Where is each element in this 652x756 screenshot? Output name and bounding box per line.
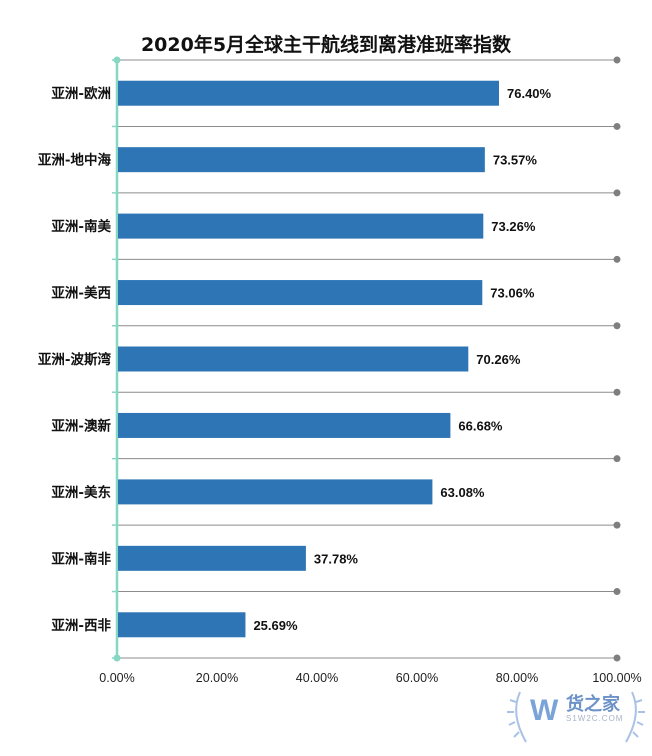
gridline-end-marker — [613, 255, 621, 263]
watermark-w-icon: W — [530, 694, 559, 727]
bar — [118, 412, 451, 438]
gridline-end-marker — [613, 654, 621, 662]
value-label: 37.78% — [314, 551, 359, 566]
gridline-end-marker — [613, 521, 621, 529]
bar — [118, 280, 483, 306]
gridline-end-marker — [613, 322, 621, 330]
category-label: 亚洲-南美 — [51, 218, 111, 235]
value-label: 70.26% — [476, 352, 521, 367]
bar — [118, 479, 433, 505]
category-label: 亚洲-南非 — [51, 550, 111, 567]
watermark-text: 货之家 — [566, 694, 620, 715]
value-label: 66.68% — [458, 418, 503, 433]
category-label: 亚洲-西非 — [51, 617, 111, 634]
bar — [118, 545, 306, 571]
chart-title: 2020年5月全球主干航线到离港准班率指数 — [140, 34, 512, 56]
category-label: 亚洲-欧洲 — [51, 85, 111, 102]
laurel-icon — [507, 691, 645, 743]
bar — [118, 147, 485, 173]
gridline-end-marker — [613, 388, 621, 396]
gridline-end-marker — [613, 588, 621, 596]
gridline-end-marker — [613, 122, 621, 130]
y-axis-end-marker — [113, 654, 121, 662]
category-label: 亚洲-美东 — [51, 484, 111, 501]
bar — [118, 346, 469, 372]
category-label: 亚洲-澳新 — [51, 417, 111, 434]
y-axis-end-marker — [113, 56, 121, 64]
value-label: 73.57% — [493, 153, 538, 168]
gridline-end-marker — [613, 189, 621, 197]
value-label: 73.06% — [490, 286, 535, 301]
category-label: 亚洲-波斯湾 — [38, 351, 112, 368]
bar — [118, 80, 499, 106]
bar — [118, 612, 246, 638]
x-tick-label: 60.00% — [396, 671, 438, 685]
x-tick-label: 80.00% — [496, 671, 538, 685]
value-label: 63.08% — [440, 485, 485, 500]
gridline-end-marker — [613, 56, 621, 64]
value-label: 25.69% — [253, 618, 298, 633]
x-tick-label: 100.00% — [592, 671, 641, 685]
watermark-subtext: S1W2C.COM — [566, 714, 624, 723]
gridline-end-marker — [613, 455, 621, 463]
value-label: 73.26% — [491, 219, 536, 234]
category-label: 亚洲-地中海 — [38, 152, 112, 169]
bar — [118, 213, 484, 239]
watermark-logo: W — [507, 691, 645, 743]
x-tick-label: 20.00% — [196, 671, 238, 685]
category-label: 亚洲-美西 — [51, 285, 111, 302]
x-tick-label: 0.00% — [99, 671, 134, 685]
x-tick-label: 40.00% — [296, 671, 338, 685]
value-label: 76.40% — [507, 86, 552, 101]
